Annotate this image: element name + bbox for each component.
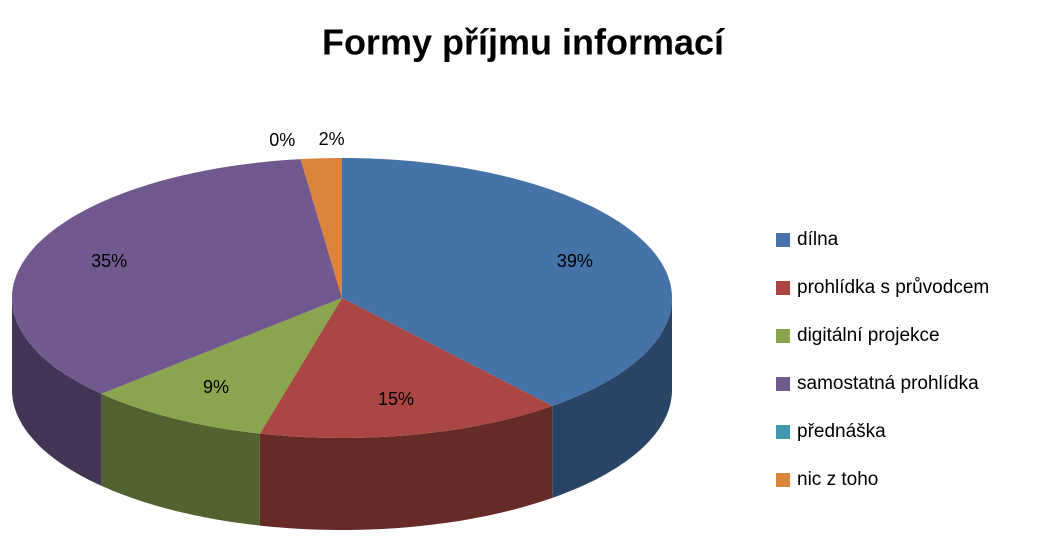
legend-label: digitální projekce [797, 325, 940, 346]
chart-title: Formy příjmu informací [322, 22, 725, 63]
legend-label: dílna [797, 229, 839, 250]
slice [300, 158, 342, 298]
data-label: 9% [203, 377, 229, 397]
legend-label: samostatná prohlídka [797, 373, 979, 394]
slice [259, 298, 553, 438]
legend-label: prohlídka s průvodcem [797, 277, 989, 298]
slice [12, 159, 342, 394]
data-label: 0% [269, 130, 295, 150]
slice-side [259, 405, 553, 530]
legend-swatch [776, 329, 790, 343]
legend-label: nic z toho [797, 469, 878, 490]
slice [342, 158, 672, 406]
data-label: 35% [91, 251, 127, 271]
legend-label: přednáška [797, 421, 886, 442]
legend-swatch [776, 281, 790, 295]
slice-side [101, 393, 260, 526]
slice-side [552, 298, 672, 498]
legend-swatch [776, 233, 790, 247]
slice-side [12, 298, 102, 486]
legend-swatch [776, 377, 790, 391]
legend-swatch [776, 473, 790, 487]
data-label: 39% [557, 251, 593, 271]
legend-swatch [776, 425, 790, 439]
data-label: 2% [319, 129, 345, 149]
data-label: 15% [378, 389, 414, 409]
slice [101, 298, 343, 434]
